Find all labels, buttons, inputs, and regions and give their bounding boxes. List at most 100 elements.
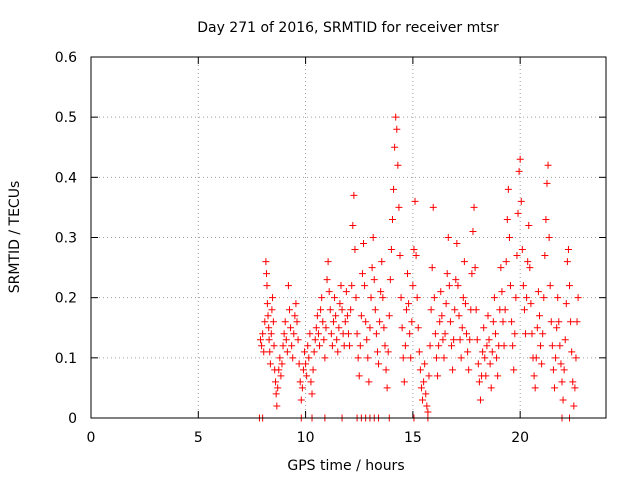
data-point bbox=[309, 366, 317, 374]
data-point bbox=[393, 125, 401, 133]
data-point bbox=[267, 330, 275, 338]
data-point bbox=[319, 318, 327, 326]
data-point bbox=[348, 282, 356, 290]
data-point bbox=[424, 408, 432, 416]
data-point bbox=[451, 306, 459, 314]
data-point bbox=[317, 306, 325, 314]
data-point bbox=[461, 300, 469, 308]
data-point bbox=[338, 306, 346, 314]
data-point bbox=[334, 348, 342, 356]
data-point bbox=[457, 354, 465, 362]
data-point bbox=[567, 318, 575, 326]
data-point bbox=[548, 342, 556, 350]
data-point bbox=[544, 161, 552, 169]
data-point bbox=[269, 294, 277, 302]
data-point bbox=[543, 179, 551, 187]
data-point bbox=[276, 354, 284, 362]
data-point bbox=[369, 234, 377, 241]
data-point bbox=[490, 294, 498, 302]
data-point bbox=[263, 300, 271, 308]
data-point bbox=[383, 384, 391, 392]
data-point bbox=[407, 354, 415, 362]
data-point bbox=[552, 354, 560, 362]
data-point bbox=[381, 342, 389, 350]
data-point bbox=[497, 264, 505, 272]
data-point bbox=[278, 360, 286, 368]
data-point bbox=[463, 330, 471, 338]
data-point bbox=[388, 215, 396, 223]
data-point bbox=[554, 294, 562, 302]
data-point bbox=[427, 306, 435, 314]
data-point bbox=[459, 294, 467, 302]
data-point bbox=[349, 221, 357, 229]
data-point bbox=[302, 360, 310, 368]
data-point bbox=[524, 258, 532, 266]
data-point bbox=[431, 330, 439, 338]
data-point bbox=[455, 312, 463, 320]
data-point bbox=[290, 330, 298, 338]
data-point bbox=[438, 312, 446, 320]
data-point bbox=[540, 294, 548, 302]
data-point bbox=[257, 336, 265, 344]
data-point bbox=[280, 330, 288, 338]
x-axis-title: GPS time / hours bbox=[287, 458, 404, 474]
data-point bbox=[412, 252, 420, 260]
data-point bbox=[498, 288, 506, 296]
data-point bbox=[356, 342, 364, 350]
data-point bbox=[333, 336, 341, 344]
data-point bbox=[446, 318, 454, 326]
data-point bbox=[258, 342, 266, 350]
data-point bbox=[555, 318, 563, 326]
data-point bbox=[366, 324, 374, 332]
data-point bbox=[350, 191, 358, 199]
data-point bbox=[483, 342, 491, 350]
data-point bbox=[289, 354, 297, 362]
data-point bbox=[472, 306, 480, 314]
data-point bbox=[266, 348, 274, 356]
data-point bbox=[574, 294, 582, 302]
data-point bbox=[518, 246, 526, 254]
data-point bbox=[261, 318, 269, 326]
data-point bbox=[337, 282, 345, 290]
data-point bbox=[481, 354, 489, 362]
data-point bbox=[404, 270, 412, 278]
data-point bbox=[475, 378, 483, 386]
data-point bbox=[368, 264, 376, 272]
data-point bbox=[468, 270, 476, 278]
data-point bbox=[399, 354, 407, 362]
data-point bbox=[568, 348, 576, 356]
data-point bbox=[371, 306, 379, 314]
x-tick-label: 5 bbox=[194, 430, 203, 446]
data-point bbox=[560, 366, 568, 374]
data-point bbox=[448, 342, 455, 350]
data-point bbox=[515, 167, 523, 175]
data-point bbox=[549, 366, 557, 374]
data-point bbox=[553, 324, 561, 332]
data-point bbox=[332, 312, 340, 320]
data-point bbox=[513, 252, 521, 260]
data-point bbox=[364, 354, 372, 362]
data-point bbox=[353, 330, 361, 338]
data-point bbox=[493, 354, 501, 362]
data-point bbox=[546, 282, 554, 290]
data-point bbox=[450, 336, 458, 344]
data-point bbox=[484, 312, 492, 320]
data-point bbox=[384, 348, 392, 356]
data-point bbox=[547, 318, 555, 326]
data-point bbox=[572, 354, 580, 362]
data-point bbox=[453, 240, 461, 248]
data-point bbox=[318, 294, 326, 302]
data-point bbox=[270, 342, 278, 350]
data-point bbox=[387, 246, 395, 254]
data-point bbox=[294, 336, 302, 344]
data-point bbox=[479, 348, 487, 356]
data-point bbox=[312, 324, 320, 332]
data-point bbox=[310, 348, 318, 356]
data-point bbox=[396, 252, 404, 260]
data-point bbox=[422, 390, 430, 398]
data-point bbox=[458, 324, 466, 332]
data-point bbox=[394, 161, 402, 169]
data-point bbox=[273, 402, 281, 410]
data-point bbox=[473, 336, 481, 344]
data-point bbox=[282, 336, 290, 344]
